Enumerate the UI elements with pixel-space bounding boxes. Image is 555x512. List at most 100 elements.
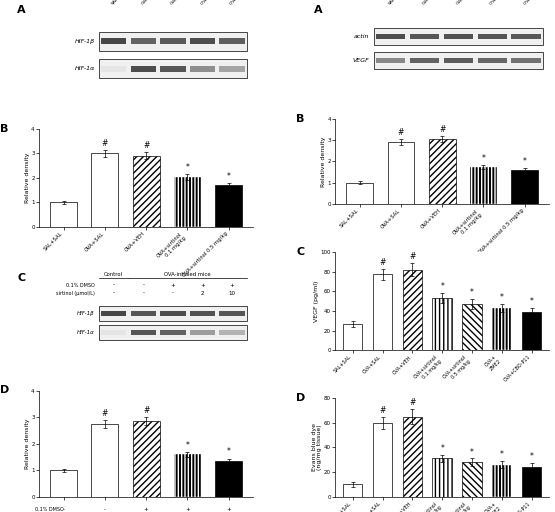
Text: +: +: [185, 507, 190, 512]
Text: #: #: [439, 125, 445, 134]
Bar: [190, 38, 215, 45]
Text: *: *: [482, 154, 486, 163]
Text: #: #: [398, 129, 404, 137]
Bar: [410, 58, 439, 63]
Bar: [443, 34, 473, 39]
Text: *: *: [470, 288, 474, 297]
Text: HIF-1β: HIF-1β: [77, 311, 95, 316]
Text: OVA-inhaled mice: OVA-inhaled mice: [164, 272, 211, 277]
Text: +: +: [200, 283, 205, 288]
Text: OVA+SAL: OVA+SAL: [140, 0, 158, 6]
Text: HIF-1β: HIF-1β: [74, 39, 95, 44]
Text: +: +: [144, 507, 149, 512]
Bar: [160, 311, 186, 316]
Bar: [160, 330, 186, 335]
Text: OVA+sirtinol 0.1 mg/kg: OVA+sirtinol 0.1 mg/kg: [490, 0, 528, 6]
Text: OVA+VEH: OVA+VEH: [170, 0, 188, 6]
Text: B: B: [0, 124, 9, 134]
Text: -: -: [113, 283, 115, 288]
Y-axis label: Relative density: Relative density: [25, 153, 30, 203]
Text: OVA+sirtinol 0.5 mg/kg: OVA+sirtinol 0.5 mg/kg: [229, 0, 268, 6]
Text: A: A: [314, 5, 322, 15]
Bar: [92, 424, 118, 497]
Bar: [130, 38, 156, 45]
Y-axis label: Relative density: Relative density: [25, 418, 30, 469]
Bar: [512, 34, 541, 39]
Text: VEGF: VEGF: [352, 58, 369, 63]
Bar: [174, 177, 201, 227]
Text: D: D: [296, 393, 306, 403]
Text: +: +: [226, 507, 231, 512]
Bar: [160, 38, 186, 45]
Text: -: -: [113, 291, 115, 296]
Bar: [174, 454, 201, 497]
Text: *: *: [500, 450, 504, 459]
Bar: [99, 32, 247, 51]
Bar: [190, 330, 215, 335]
Text: OVA+VEH: OVA+VEH: [456, 0, 473, 6]
Bar: [190, 311, 215, 316]
Text: Control: Control: [104, 272, 123, 277]
Text: *: *: [185, 440, 189, 450]
Bar: [522, 312, 541, 350]
Bar: [512, 58, 541, 63]
Text: B: B: [296, 114, 305, 124]
Bar: [470, 166, 497, 204]
Bar: [101, 38, 127, 45]
Text: HIF-1α: HIF-1α: [77, 330, 95, 335]
Bar: [101, 330, 127, 335]
Bar: [130, 330, 156, 335]
Bar: [50, 470, 77, 497]
Text: sirtinol (μmol/L): sirtinol (μmol/L): [56, 291, 95, 296]
Text: #: #: [143, 141, 149, 150]
Bar: [101, 66, 127, 72]
Bar: [387, 142, 415, 204]
Text: +: +: [230, 283, 235, 288]
Text: *: *: [185, 163, 189, 172]
Text: -: -: [142, 283, 144, 288]
Text: #: #: [380, 258, 386, 267]
Text: SAL+SAL: SAL+SAL: [387, 0, 405, 6]
Bar: [403, 417, 422, 497]
Bar: [462, 304, 482, 350]
Text: #: #: [102, 139, 108, 147]
Text: 0.1% DMSO: 0.1% DMSO: [35, 507, 63, 512]
Bar: [403, 269, 422, 350]
Y-axis label: Evans blue dye
(ng/mg tissue): Evans blue dye (ng/mg tissue): [311, 423, 322, 472]
Bar: [130, 311, 156, 316]
Bar: [492, 464, 512, 497]
Text: -: -: [142, 291, 144, 296]
Text: *: *: [529, 297, 533, 306]
Text: OVA+sirtinol 0.1 mg/kg: OVA+sirtinol 0.1 mg/kg: [200, 0, 239, 6]
Text: *: *: [226, 447, 230, 456]
Bar: [219, 311, 245, 316]
Text: A: A: [17, 5, 26, 15]
Text: C: C: [296, 247, 305, 257]
Text: +: +: [170, 283, 175, 288]
Text: -: -: [104, 507, 106, 512]
Bar: [130, 66, 156, 72]
Y-axis label: Relative density: Relative density: [321, 136, 326, 186]
Text: 2: 2: [201, 291, 204, 296]
Bar: [343, 484, 362, 497]
Bar: [99, 59, 247, 78]
Text: *: *: [470, 447, 474, 457]
Y-axis label: VEGF (pg/ml): VEGF (pg/ml): [314, 281, 319, 322]
Bar: [133, 156, 159, 227]
Text: OVA+SAL: OVA+SAL: [422, 0, 439, 6]
Bar: [160, 66, 186, 72]
Text: -: -: [63, 507, 64, 512]
Text: #: #: [102, 409, 108, 418]
Bar: [215, 185, 242, 227]
Text: *: *: [440, 444, 444, 453]
Bar: [373, 274, 392, 350]
Bar: [376, 34, 405, 39]
Bar: [492, 308, 512, 350]
Bar: [376, 58, 405, 63]
Bar: [374, 28, 543, 45]
Bar: [374, 52, 543, 69]
Text: #: #: [143, 406, 149, 415]
Bar: [343, 324, 362, 350]
Bar: [133, 421, 159, 497]
Bar: [432, 298, 452, 350]
